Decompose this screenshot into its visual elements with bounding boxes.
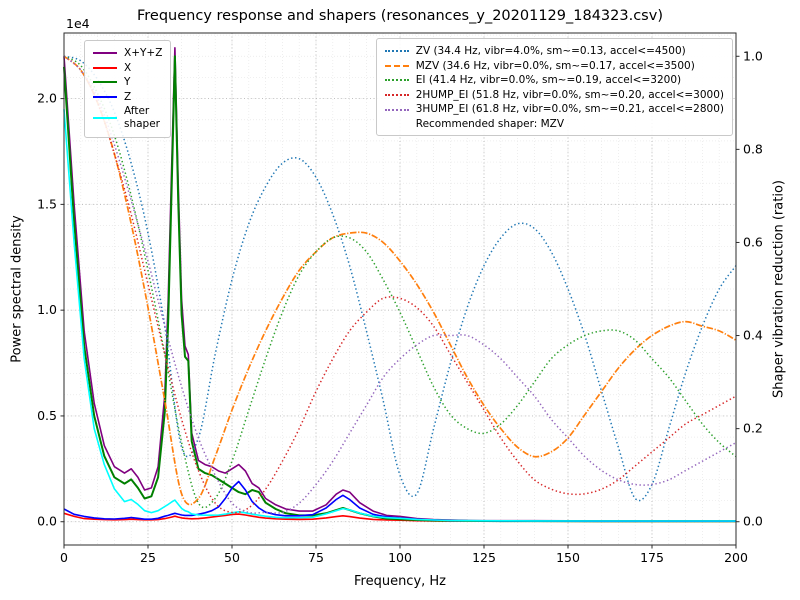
x-tick-label: 175 <box>640 550 664 565</box>
legend-line-sample <box>93 66 117 69</box>
legend-entry-Z: Z <box>93 91 162 104</box>
shaper-curve-MZV <box>63 55 737 506</box>
x-tick-label: 75 <box>308 550 324 565</box>
y-right-tick-label: 0.6 <box>743 234 763 249</box>
legend-entry-After-shaper: After shaper <box>93 105 162 130</box>
legend-entry-X: X <box>93 62 162 75</box>
y-left-tick-label: 1.0 <box>37 302 57 317</box>
y-left-tick-label: 0.5 <box>37 408 57 423</box>
legend-label: Z <box>124 90 132 103</box>
x-tick-label: 25 <box>140 550 156 565</box>
legend-label: X+Y+Z <box>124 47 163 59</box>
legend-entry-EI: EI (41.4 Hz, vibr=0.0%, sm~=0.19, accel<… <box>384 74 724 87</box>
y-right-tick-label: 0.2 <box>743 421 763 436</box>
x-tick-label: 200 <box>724 550 748 565</box>
legend-label: 3HUMP_EI (61.8 Hz, vibr=0.0%, sm~=0.21, … <box>415 103 724 116</box>
legend-psd: X+Y+Z X Y Z After shaper <box>84 40 172 138</box>
y-left-tick-label: 2.0 <box>37 91 57 106</box>
legend-line-sample <box>93 96 117 99</box>
legend-shaper-entries: ZV (34.4 Hz, vibr=4.0%, sm~=0.13, accel<… <box>384 45 724 116</box>
shaper-curve-EI <box>63 55 737 509</box>
legend-line-sample <box>93 116 117 119</box>
legend-shapers: ZV (34.4 Hz, vibr=4.0%, sm~=0.13, accel<… <box>375 38 733 136</box>
y-right-tick-label: 1.0 <box>743 48 763 63</box>
y-left-tick-label: 1.5 <box>37 196 57 211</box>
y-left-tick-label: 0.0 <box>37 514 57 529</box>
x-tick-label: 100 <box>388 550 412 565</box>
y-right-tick-label: 0.4 <box>743 328 763 343</box>
legend-line-sample <box>384 94 409 97</box>
legend-line-sample <box>384 108 409 111</box>
legend-line-sample <box>93 81 117 84</box>
x-tick-label: 0 <box>60 550 68 565</box>
y-right-tick-label: 0.0 <box>743 514 763 529</box>
chart-title: Frequency response and shapers (resonanc… <box>137 8 663 24</box>
axis-ticks: 0 25 50 75 100 125 150 175 200 0.0 0.5 1.0 1.5 2.0 0.0… <box>37 48 763 565</box>
legend-label: After shaper <box>124 105 161 130</box>
psd-curve-X+Y+Z <box>63 47 736 522</box>
x-tick-label: 125 <box>472 550 496 565</box>
x-tick-label: 150 <box>556 550 580 565</box>
y-axis-offset-label: 1e4 <box>66 16 90 31</box>
grid-minor <box>63 33 737 545</box>
legend-line-sample <box>384 79 409 82</box>
legend-label: X <box>124 61 132 74</box>
legend-line-sample <box>93 52 117 55</box>
legend-label: 2HUMP_EI (51.8 Hz, vibr=0.0%, sm~=0.20, … <box>415 88 724 101</box>
legend-label: EI (41.4 Hz, vibr=0.0%, sm~=0.19, accel<… <box>415 74 682 87</box>
legend-label: Y <box>124 76 131 89</box>
legend-entry-Y: Y <box>93 76 162 89</box>
y-axis-label-left: Power spectral density <box>9 215 25 363</box>
legend-entry-ZV: ZV (34.4 Hz, vibr=4.0%, sm~=0.13, accel<… <box>384 45 724 58</box>
y-right-tick-label: 0.8 <box>743 141 763 156</box>
legend-line-sample <box>384 50 409 53</box>
legend-entry-2HUMP_EI: 2HUMP_EI (51.8 Hz, vibr=0.0%, sm~=0.20, … <box>384 88 724 102</box>
legend-label: ZV (34.4 Hz, vibr=4.0%, sm~=0.13, accel<… <box>415 45 686 57</box>
x-tick-label: 50 <box>224 550 240 565</box>
legend-psd-entries: X+Y+Z X Y Z After shaper <box>93 47 162 131</box>
legend-entry-3HUMP_EI: 3HUMP_EI (61.8 Hz, vibr=0.0%, sm~=0.21, … <box>384 103 724 116</box>
legend-entry-MZV: MZV (34.6 Hz, vibr=0.0%, sm~=0.17, accel… <box>384 59 724 73</box>
legend-line-sample <box>384 64 409 67</box>
legend-label: MZV (34.6 Hz, vibr=0.0%, sm~=0.17, accel… <box>415 59 695 72</box>
recommended-shaper-note: Recommended shaper: MZV <box>415 117 565 130</box>
legend-entry-X+Y+Z: X+Y+Z <box>93 47 162 60</box>
y-axis-label-right: Shaper vibration reduction (ratio) <box>771 180 787 398</box>
x-axis-label: Frequency, Hz <box>353 574 447 589</box>
